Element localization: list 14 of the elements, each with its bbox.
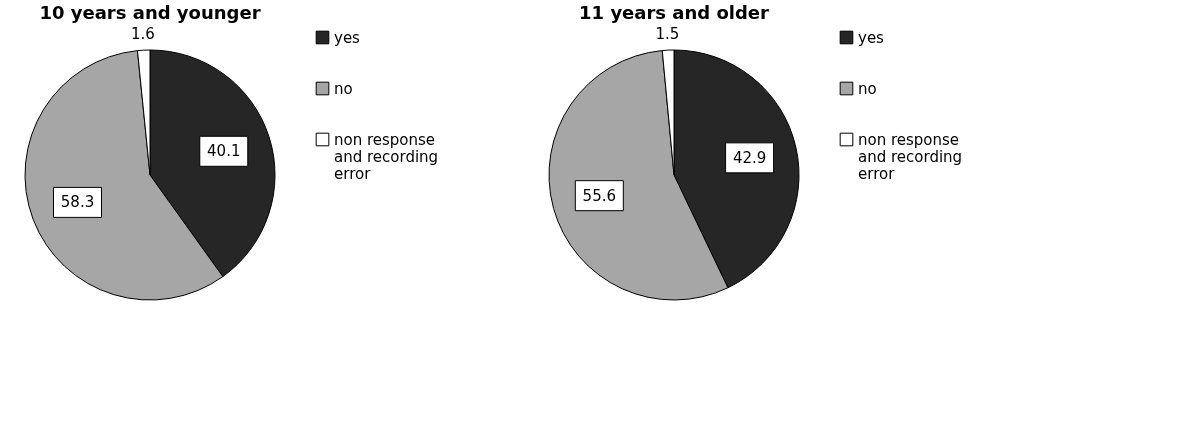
data-label: 40.1: [207, 142, 241, 161]
data-label: 1.5: [655, 25, 680, 44]
chart-title: 11 years and older: [579, 2, 770, 24]
legend-label: yes: [334, 28, 361, 47]
data-label: 55.6: [582, 186, 617, 205]
legend-label: non response and recording error: [334, 130, 439, 183]
data-label: 1.6: [130, 25, 155, 44]
legend-label: no: [334, 79, 353, 98]
chart-title: 10 years and younger: [39, 2, 261, 24]
legend-label: yes: [858, 28, 885, 47]
data-label: 42.9: [732, 148, 767, 167]
legend-label: non response and recording error: [858, 130, 963, 183]
legend-label: no: [858, 79, 877, 98]
data-label: 58.3: [60, 193, 95, 212]
